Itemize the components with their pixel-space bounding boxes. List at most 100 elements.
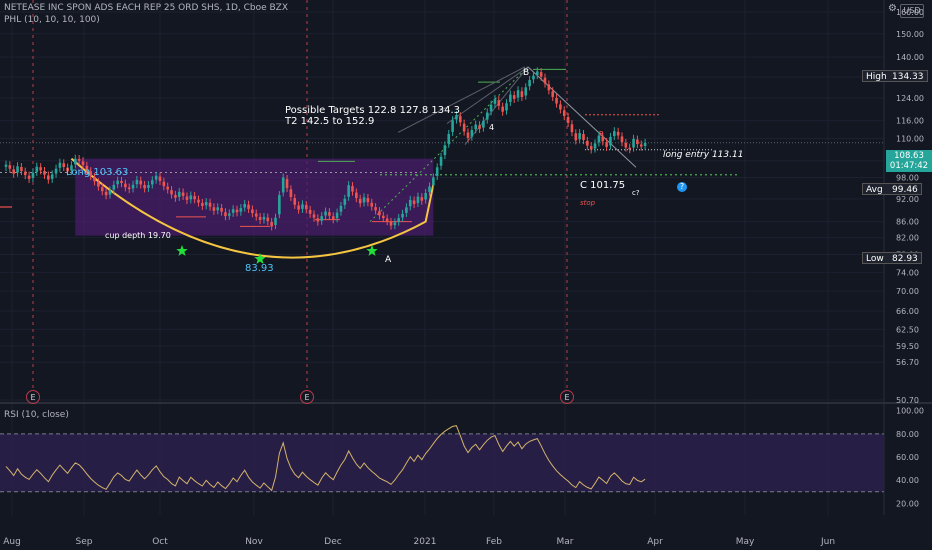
candle-body bbox=[551, 91, 554, 97]
candle-body bbox=[274, 217, 277, 226]
candle-body bbox=[301, 204, 304, 209]
candle-body bbox=[285, 179, 289, 188]
low-tag: Low 82.93 bbox=[862, 252, 922, 264]
drawing-tools bbox=[176, 245, 378, 264]
point-c-label: C 101.75 bbox=[580, 180, 626, 191]
candle-body bbox=[201, 203, 204, 206]
candle-body bbox=[408, 199, 412, 207]
candle-body bbox=[254, 213, 258, 217]
candle-body bbox=[58, 162, 62, 168]
candle-body bbox=[374, 207, 377, 211]
candle-body bbox=[343, 198, 347, 205]
symbol-title: NETEASE INC SPON ADS EACH REP 25 ORD SHS… bbox=[4, 3, 288, 13]
long-label: Long 103.63 bbox=[66, 167, 129, 178]
candle-body bbox=[181, 192, 185, 196]
candle-body bbox=[293, 198, 297, 205]
rsi-tick-label: 40.00 bbox=[896, 476, 919, 485]
candle-body bbox=[62, 163, 66, 167]
candle-body bbox=[235, 209, 239, 213]
last-price-tag: 108.63 01:47:42 bbox=[886, 150, 932, 172]
candle-body bbox=[312, 214, 316, 218]
candle-body bbox=[74, 158, 77, 165]
candle-body bbox=[154, 175, 158, 180]
candle-body bbox=[54, 168, 58, 174]
candle-body bbox=[239, 208, 243, 212]
candle-body bbox=[185, 196, 189, 200]
candle-body bbox=[358, 198, 362, 204]
candle-body bbox=[628, 147, 631, 150]
candle-body bbox=[397, 218, 400, 222]
gear-icon[interactable]: ⚙ bbox=[888, 3, 897, 14]
time-tick-label: Feb bbox=[486, 537, 502, 547]
candle-body bbox=[258, 217, 262, 221]
candle-body bbox=[139, 180, 143, 185]
time-tick-label: Dec bbox=[324, 537, 341, 547]
candle-body bbox=[412, 200, 416, 205]
price-tick-label: 92.00 bbox=[896, 195, 919, 204]
help-icon[interactable]: ? bbox=[677, 182, 687, 192]
candle-body bbox=[439, 156, 443, 166]
candle-body bbox=[93, 176, 96, 182]
candle-body bbox=[355, 192, 358, 199]
time-tick-label: Aug bbox=[3, 537, 21, 547]
candle-body bbox=[574, 133, 578, 141]
rsi-tick-label: 80.00 bbox=[896, 430, 919, 439]
candle-body bbox=[23, 171, 27, 176]
candle-body bbox=[609, 136, 612, 146]
currency-button[interactable]: USD bbox=[900, 4, 924, 18]
candle-body bbox=[543, 77, 547, 84]
candle-body bbox=[570, 124, 574, 133]
candle-body bbox=[420, 197, 424, 201]
candle-body bbox=[208, 202, 212, 207]
candle-body bbox=[251, 209, 254, 214]
price-tick-label: 150.00 bbox=[896, 30, 924, 39]
fan-line bbox=[464, 66, 529, 146]
rsi-legend[interactable]: RSI (10, close) bbox=[4, 410, 69, 420]
earnings-marker-2[interactable]: E bbox=[300, 390, 314, 404]
indicator-legend[interactable]: PHL (10, 10, 10, 100) bbox=[4, 15, 100, 25]
price-tick-label: 50.70 bbox=[896, 396, 919, 405]
price-tick-label: 140.00 bbox=[896, 53, 924, 62]
price-tick-label: 74.00 bbox=[896, 268, 919, 277]
candle-body bbox=[478, 125, 481, 129]
earnings-marker-3[interactable]: E bbox=[560, 390, 574, 404]
candle-body bbox=[316, 218, 320, 222]
candle-body bbox=[405, 207, 408, 213]
candle-body bbox=[197, 199, 200, 203]
price-tick-label: 98.00 bbox=[896, 173, 919, 182]
candle-body bbox=[593, 143, 597, 149]
candle-body bbox=[532, 75, 535, 80]
candle-body bbox=[100, 187, 104, 192]
candle-body bbox=[632, 138, 635, 148]
earnings-marker-1[interactable]: E bbox=[26, 390, 40, 404]
high-tag: High 134.33 bbox=[862, 70, 928, 82]
candle-body bbox=[266, 217, 270, 222]
r-label: R bbox=[599, 130, 604, 138]
point-a-label: A bbox=[385, 255, 392, 265]
avg-label: Avg bbox=[866, 185, 883, 195]
targets-line-1: Possible Targets 122.8 127.8 134.3 bbox=[285, 105, 461, 116]
cup-depth-label: cup depth 19.70 bbox=[105, 231, 171, 240]
c-question-label: c? bbox=[632, 189, 640, 197]
candle-body bbox=[12, 169, 15, 174]
candle-body bbox=[643, 142, 647, 147]
candle-body bbox=[362, 197, 366, 203]
high-value: 134.33 bbox=[892, 72, 924, 82]
candle-body bbox=[308, 209, 312, 214]
candle-body bbox=[16, 166, 19, 173]
candle-body bbox=[416, 196, 420, 203]
candle-body bbox=[147, 185, 150, 188]
candle-body bbox=[451, 120, 454, 132]
candle-body bbox=[47, 175, 50, 180]
candle-body bbox=[424, 193, 427, 200]
candle-body bbox=[485, 112, 489, 120]
star-marker bbox=[254, 253, 266, 264]
candle-body bbox=[566, 116, 570, 123]
candle-body bbox=[305, 205, 308, 210]
time-tick-label: Mar bbox=[557, 537, 574, 547]
candle-body bbox=[328, 212, 331, 216]
candle-body bbox=[616, 131, 620, 136]
price-tick-label: 86.00 bbox=[896, 218, 919, 227]
candle-body bbox=[231, 209, 235, 213]
